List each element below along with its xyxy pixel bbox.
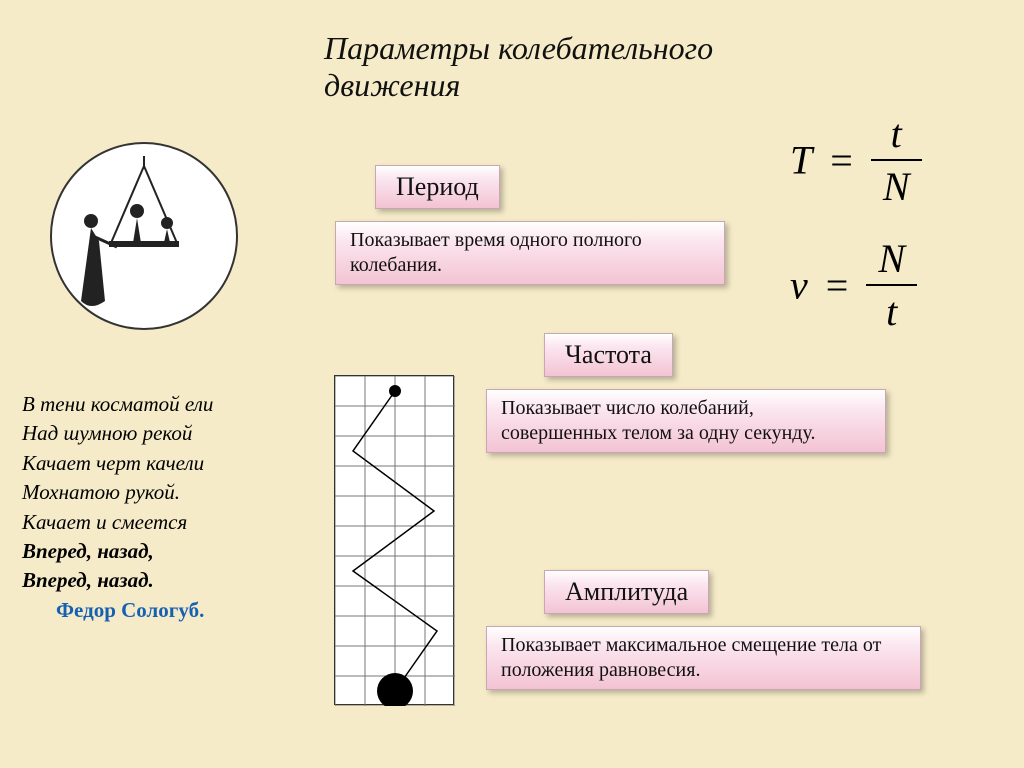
denominator: N — [871, 161, 922, 210]
formula-lhs: T — [790, 138, 812, 183]
fraction: t N — [871, 110, 922, 210]
medallion-illustration — [50, 142, 238, 330]
slide-title: Параметры колебательного движения — [324, 30, 794, 104]
numerator: N — [866, 235, 917, 286]
formula-period: T = t N — [790, 110, 922, 210]
poem-author: Федор Сологуб. — [56, 596, 204, 625]
left-column: В тени косматой ели Над шумною рекой Кач… — [0, 0, 284, 768]
poem-line-bold: Вперед, назад, — [22, 537, 272, 566]
section-amplitude: Амплитуда Показывает максимальное смещен… — [486, 570, 921, 690]
slide-container: В тени косматой ели Над шумною рекой Кач… — [0, 0, 1024, 768]
period-desc: Показывает время одного полного колебани… — [335, 221, 725, 285]
poem-line: В тени косматой ели — [22, 390, 272, 419]
section-period: Период Показывает время одного полного к… — [335, 165, 725, 285]
frequency-label: Частота — [544, 333, 673, 377]
poem-block: В тени косматой ели Над шумною рекой Кач… — [22, 390, 272, 625]
poem-line: Качает и смеется — [22, 508, 272, 537]
zigzag-svg — [335, 376, 455, 706]
frequency-desc: Показывает число колебаний, совершенных … — [486, 389, 886, 453]
amplitude-desc: Показывает максимальное смещение тела от… — [486, 626, 921, 690]
formula-frequency: ν = N t — [790, 235, 917, 335]
swing-icon — [59, 151, 229, 321]
section-frequency: Частота Показывает число колебаний, сове… — [486, 333, 886, 453]
amplitude-label: Амплитуда — [544, 570, 709, 614]
poem-line: Качает черт качели — [22, 449, 272, 478]
period-label: Период — [375, 165, 500, 209]
poem-line: Над шумною рекой — [22, 419, 272, 448]
numerator: t — [871, 110, 922, 161]
formula-lhs: ν — [790, 263, 808, 308]
denominator: t — [866, 286, 917, 335]
zigzag-diagram — [334, 375, 454, 705]
equals-sign: = — [822, 138, 861, 183]
equals-sign: = — [818, 263, 857, 308]
poem-line-bold: Вперед, назад. — [22, 566, 272, 595]
poem-line: Мохнатою рукой. — [22, 478, 272, 507]
fraction: N t — [866, 235, 917, 335]
